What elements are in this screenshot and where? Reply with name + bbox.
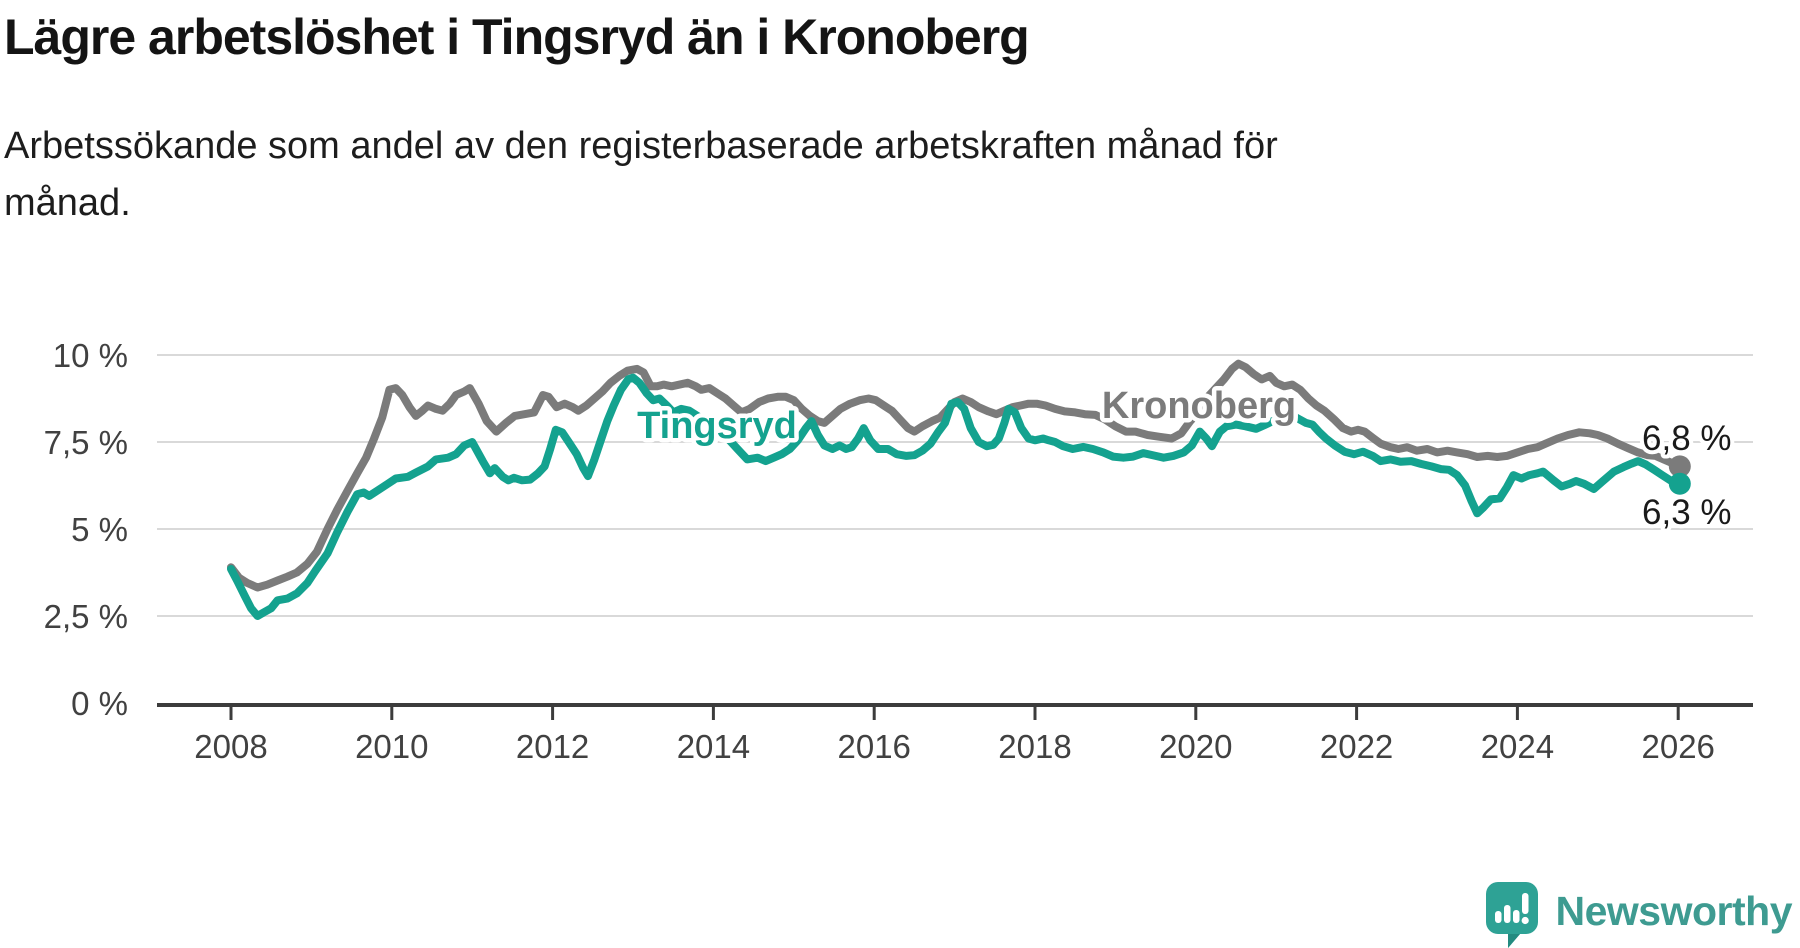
x-axis-tick-label: 2024: [1481, 728, 1554, 765]
y-axis-tick-label: 7,5 %: [44, 424, 128, 461]
kronoberg-end-dot: [1668, 455, 1691, 478]
chart-subtitle-line2: månad.: [4, 182, 131, 224]
kronoberg-end-value-label: 6,8 %: [1642, 419, 1732, 458]
x-axis-tick-label: 2018: [998, 728, 1071, 765]
tingsryd-end-dot: [1668, 472, 1691, 495]
kronoberg-line: [227, 359, 1684, 592]
x-axis-tick-label: 2012: [516, 728, 589, 765]
x-axis-tick-label: 2026: [1641, 728, 1714, 765]
y-axis-tick-label: 0 %: [71, 685, 128, 722]
newsworthy-wordmark: Newsworthy: [1555, 888, 1793, 934]
newsworthy-logo-icon: [1485, 882, 1538, 948]
chart-subtitle: Arbetssökande som andel av den registerb…: [4, 118, 1278, 232]
tingsryd-line: [227, 373, 1684, 620]
tingsryd-series-label: Tingsryd: [637, 405, 797, 447]
x-axis-tick-label: 2016: [837, 728, 910, 765]
chart-title: Lägre arbetslöshet i Tingsryd än i Krono…: [4, 9, 1030, 65]
tingsryd-end-value-label: 6,3 %: [1642, 493, 1732, 532]
x-axis-tick-label: 2008: [194, 728, 267, 765]
x-axis-tick-label: 2014: [677, 728, 750, 765]
y-axis-tick-label: 2,5 %: [44, 598, 128, 635]
x-axis-tick-label: 2010: [355, 728, 428, 765]
y-axis-tick-label: 10 %: [53, 337, 128, 374]
y-axis-tick-label: 5 %: [71, 511, 128, 548]
x-axis-tick-label: 2022: [1320, 728, 1393, 765]
chart-subtitle-line1: Arbetssökande som andel av den registerb…: [4, 125, 1278, 167]
newsworthy-branding: Newsworthy: [1485, 882, 1793, 948]
x-axis-tick-label: 2020: [1159, 728, 1232, 765]
kronoberg-series-label: Kronoberg: [1102, 385, 1296, 427]
